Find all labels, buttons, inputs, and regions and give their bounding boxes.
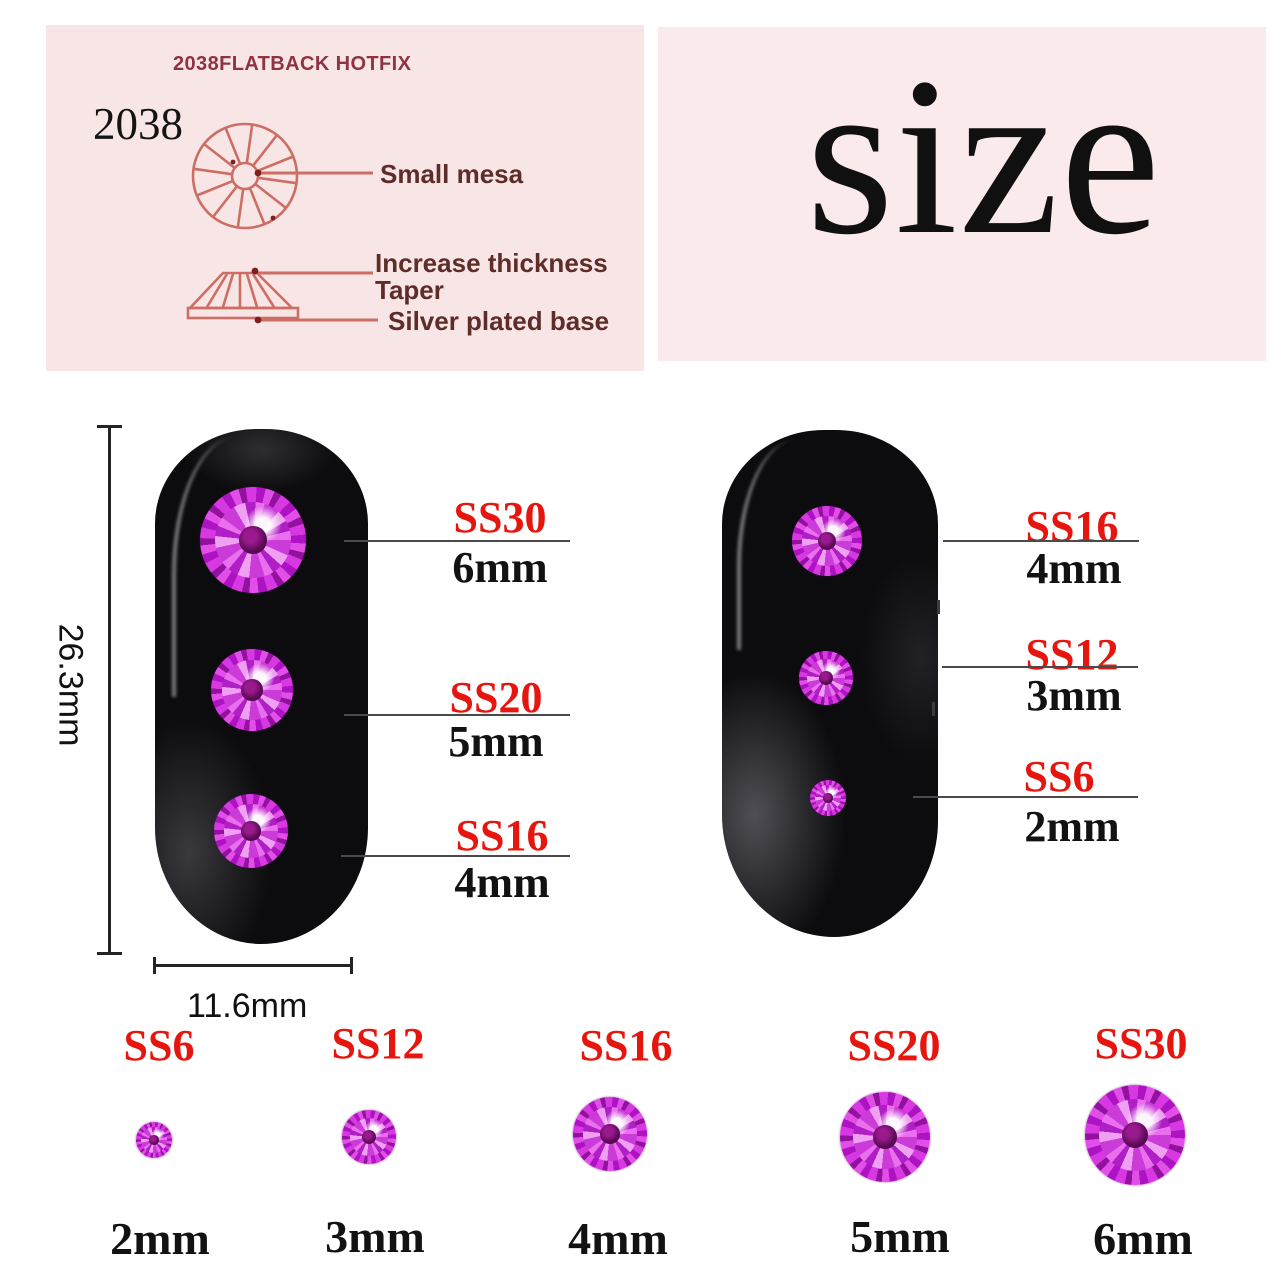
callout-ss12: SS12: [1025, 630, 1119, 679]
height-ruler-cap-bottom: [97, 952, 122, 955]
callout-ss30-mm: 6mm: [452, 543, 548, 592]
width-ruler-tick-left: [153, 957, 156, 974]
label-increase-thickness: Increase thickness Taper: [375, 250, 608, 304]
callout-line-ss12: [942, 666, 1138, 668]
leader-lines: [255, 171, 378, 322]
gem-left-ss30: [200, 487, 306, 593]
chart-ss16: SS16: [579, 1021, 673, 1070]
chart-gem-ss30: [1085, 1085, 1185, 1185]
size-panel-title: size: [806, 31, 1162, 281]
callout-ss6-mm: 2mm: [1024, 802, 1120, 851]
label-increase-thickness-text: Increase thickness: [375, 248, 608, 278]
size-panel: size: [658, 27, 1266, 361]
chart-ss6-mm: 2mm: [110, 1213, 210, 1264]
callout-line-ss16-left: [341, 855, 570, 857]
chart-ss16-mm: 4mm: [568, 1213, 668, 1264]
callout-ss20: SS20: [449, 673, 543, 722]
top-view-diagram: [191, 122, 299, 230]
callout-ss12-mm: 3mm: [1026, 671, 1122, 720]
chart-ss20: SS20: [847, 1021, 941, 1070]
right-nail-tick-lower: [932, 702, 935, 716]
chart-gem-ss20: [840, 1092, 930, 1182]
chart-gem-ss16: [573, 1097, 647, 1171]
callout-ss6: SS6: [1023, 752, 1095, 801]
width-ruler-tick-right: [350, 957, 353, 974]
gem-left-ss16: [214, 794, 288, 868]
left-nail-highlight: [172, 437, 236, 697]
chart-ss12-mm: 3mm: [325, 1211, 425, 1262]
callout-line-ss6: [913, 796, 1138, 798]
callout-line-ss30: [344, 540, 570, 542]
callout-ss16-left: SS16: [455, 811, 549, 860]
chart-ss20-mm: 5mm: [850, 1211, 950, 1262]
side-view-diagram: [186, 271, 300, 320]
callout-ss16-left-mm: 4mm: [454, 858, 550, 907]
nail-width-value: 11.6mm: [187, 987, 308, 1025]
label-silver-base: Silver plated base: [388, 306, 610, 336]
spec-panel: 2038FLATBACK HOTFIX 2038: [46, 25, 644, 371]
callout-ss20-mm: 5mm: [448, 717, 544, 766]
gem-right-ss16: [792, 506, 862, 576]
label-taper-text: Taper: [375, 275, 444, 305]
callout-line-ss20: [344, 714, 570, 716]
gem-right-ss6: [810, 780, 846, 816]
spec-panel-title: 2038FLATBACK HOTFIX: [173, 53, 412, 75]
nail-height-value: 26.3mm: [51, 623, 90, 747]
gem-right-ss12: [799, 651, 853, 705]
right-nail-tick-upper: [937, 600, 940, 614]
label-small-mesa: Small mesa: [380, 159, 524, 189]
model-number: 2038: [93, 99, 183, 149]
gem-left-ss20: [211, 649, 293, 731]
rhinestone-diagram: [186, 122, 378, 324]
callout-ss16-right: SS16: [1025, 502, 1119, 551]
diagram-dots: [230, 159, 276, 324]
chart-ss6: SS6: [123, 1021, 195, 1070]
callout-ss30: SS30: [453, 493, 547, 542]
height-ruler-cap-top: [97, 425, 122, 428]
chart-ss30: SS30: [1094, 1019, 1188, 1068]
chart-gem-ss12: [342, 1110, 396, 1164]
width-ruler-line: [154, 964, 352, 967]
right-nail-highlight: [737, 440, 796, 650]
chart-ss30-mm: 6mm: [1093, 1213, 1193, 1264]
callout-line-ss16-right: [943, 540, 1139, 542]
chart-gem-ss6: [136, 1122, 172, 1158]
callout-ss16-right-mm: 4mm: [1026, 544, 1122, 593]
height-ruler-line: [108, 426, 111, 954]
chart-ss12: SS12: [331, 1019, 425, 1068]
